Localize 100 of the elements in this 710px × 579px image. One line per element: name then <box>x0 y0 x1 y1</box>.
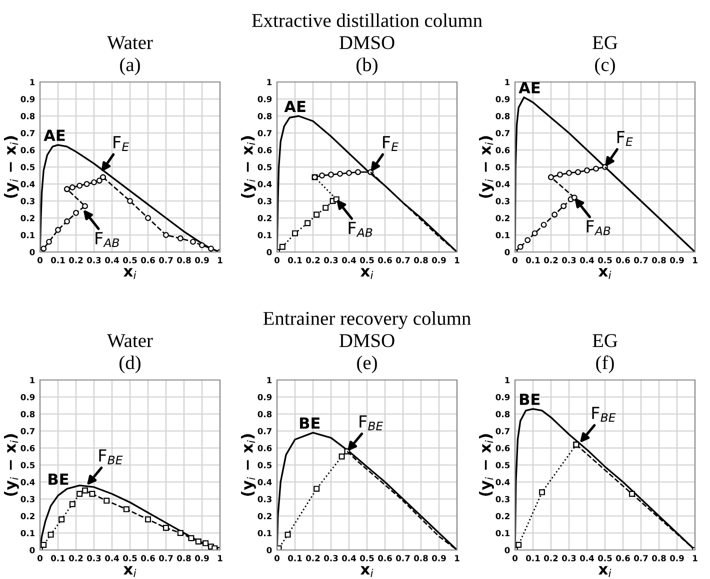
y-tick-label: 0.9 <box>258 96 272 102</box>
x-tick-label: 0.6 <box>616 257 630 264</box>
x-tick-label: 0.5 <box>123 555 137 562</box>
x-tick-label: 0.5 <box>598 555 612 562</box>
x-tick-label: 0.4 <box>580 555 594 562</box>
y-tick-label: 1 <box>267 79 272 86</box>
y-tick-label: 0.3 <box>20 198 34 204</box>
y-tick-label: 1 <box>505 377 510 384</box>
annotation: F$_{E}$ <box>617 130 633 146</box>
text: Extractive distillation column <box>252 13 482 28</box>
x-tick-label: 0.5 <box>360 555 374 562</box>
y-tick-label: 0.8 <box>20 410 35 418</box>
y-axis-title: (y$_{i}$ − x$_{i}$) <box>4 136 19 198</box>
y-tick-label: 0.1 <box>258 530 272 536</box>
y-tick-label: 0.4 <box>20 478 35 486</box>
x-tick-label: 0.5 <box>360 257 374 264</box>
x-tick-label: 1 <box>455 555 460 562</box>
y-tick-label: 1 <box>267 377 272 384</box>
x-tick-label: 0.6 <box>141 555 155 562</box>
y-tick-label: 0.7 <box>20 428 34 434</box>
x-tick-label: 0.6 <box>141 257 155 264</box>
x-tick-label: 0.8 <box>652 257 666 264</box>
annotation: AE <box>284 100 306 112</box>
x-tick-label: 0.8 <box>177 555 191 562</box>
chart-title: Water <box>107 36 153 50</box>
y-tick-label: 0.1 <box>258 232 272 238</box>
chart-title: Water <box>107 334 153 348</box>
x-tick-label: 0.6 <box>616 555 630 562</box>
x-tick-label: 0.3 <box>324 257 338 264</box>
y-tick-label: 1 <box>505 79 510 86</box>
chart-title: DMSO <box>339 36 394 50</box>
x-tick-label: 0.2 <box>544 555 558 562</box>
y-tick-label: 0.9 <box>496 96 510 102</box>
x-tick-label: 1 <box>218 257 222 264</box>
x-tick-label: 0 <box>274 257 280 264</box>
y-tick-label: 0.8 <box>258 410 272 418</box>
x-tick-label: 0.7 <box>396 257 410 264</box>
y-tick-label: 0.7 <box>496 130 510 136</box>
y-tick-label: 0 <box>504 546 510 554</box>
y-tick-label: 0.4 <box>496 180 510 188</box>
x-tick-label: 0.7 <box>159 257 173 264</box>
y-tick-label: 0.4 <box>496 478 510 486</box>
x-tick-label: 0.1 <box>51 257 65 264</box>
x-tick-label: 0.7 <box>634 555 648 562</box>
chart-title: EG <box>592 36 618 50</box>
y-tick-label: 0.5 <box>258 462 272 468</box>
x-tick-label: 0.7 <box>396 555 410 562</box>
x-tick-label: 0.7 <box>159 555 173 562</box>
y-tick-label: 0.9 <box>258 394 272 400</box>
y-tick-label: 0.2 <box>20 512 34 520</box>
x-tick-label: 0.9 <box>195 257 209 264</box>
x-tick-label: 0.7 <box>634 257 648 264</box>
annotation: F$_{E}$ <box>114 136 130 151</box>
y-axis-title: (y$_{i}$ − x$_{i}$) <box>4 434 19 496</box>
y-tick-label: 0.4 <box>258 180 272 188</box>
y-tick-label: 0 <box>30 248 35 256</box>
y-tick-label: 0 <box>266 248 272 256</box>
y-tick-label: 0.1 <box>496 530 510 536</box>
x-tick-label: 0.5 <box>123 257 137 264</box>
chart-subtitle: (f) <box>596 355 614 374</box>
chart-subtitle: (c) <box>595 58 615 76</box>
chart-subtitle: (b) <box>356 58 378 76</box>
y-tick-label: 0.9 <box>20 394 35 400</box>
x-tick-label: 0.2 <box>306 555 320 562</box>
x-tick-label: 0.6 <box>378 555 392 562</box>
chart-subtitle: (d) <box>120 356 140 374</box>
x-tick-label: 0.4 <box>342 257 356 264</box>
x-tick-label: 0 <box>512 257 518 264</box>
x-tick-label: 0.2 <box>544 257 558 264</box>
y-tick-label: 0.3 <box>20 496 34 502</box>
y-tick-label: 0.9 <box>496 394 510 400</box>
x-tick-label: 0.9 <box>670 555 684 562</box>
y-tick-label: 1 <box>30 377 35 384</box>
x-tick-label: 0.1 <box>288 257 302 264</box>
y-axis-title: (y$_{i}$ − x$_{i}$) <box>241 434 256 496</box>
x-axis-title: x$_{i}$ <box>124 566 136 577</box>
y-tick-label: 0.5 <box>20 164 35 170</box>
y-tick-label: 0.5 <box>258 164 272 170</box>
annotation: AE <box>44 130 65 141</box>
y-tick-label: 0.6 <box>20 444 35 452</box>
x-tick-label: 0.3 <box>87 257 101 264</box>
y-tick-label: 0.1 <box>20 232 35 238</box>
y-tick-label: 0.8 <box>258 112 272 120</box>
x-axis-title: x$_{i}$ <box>360 566 374 577</box>
y-tick-label: 0.7 <box>258 428 272 434</box>
y-tick-label: 0 <box>30 546 35 554</box>
annotation: BE <box>300 418 320 429</box>
y-tick-label: 0.3 <box>258 198 272 204</box>
x-tick-label: 0.8 <box>652 555 666 562</box>
y-tick-label: 0.7 <box>258 130 272 136</box>
annotation: F$_{AB}$ <box>96 232 120 247</box>
chart-title: EG <box>592 334 618 348</box>
y-axis-title: (y$_{i}$ − x$_{i}$) <box>479 136 494 198</box>
y-tick-label: 0.4 <box>258 478 272 486</box>
x-tick-label: 0.4 <box>105 555 119 562</box>
x-tick-label: 1 <box>218 555 222 562</box>
x-tick-label: 0.1 <box>526 555 540 562</box>
annotation: F$_{E}$ <box>383 136 398 151</box>
annotation: F$_{BE}$ <box>360 415 384 430</box>
annotation: F$_{AB}$ <box>348 222 372 237</box>
